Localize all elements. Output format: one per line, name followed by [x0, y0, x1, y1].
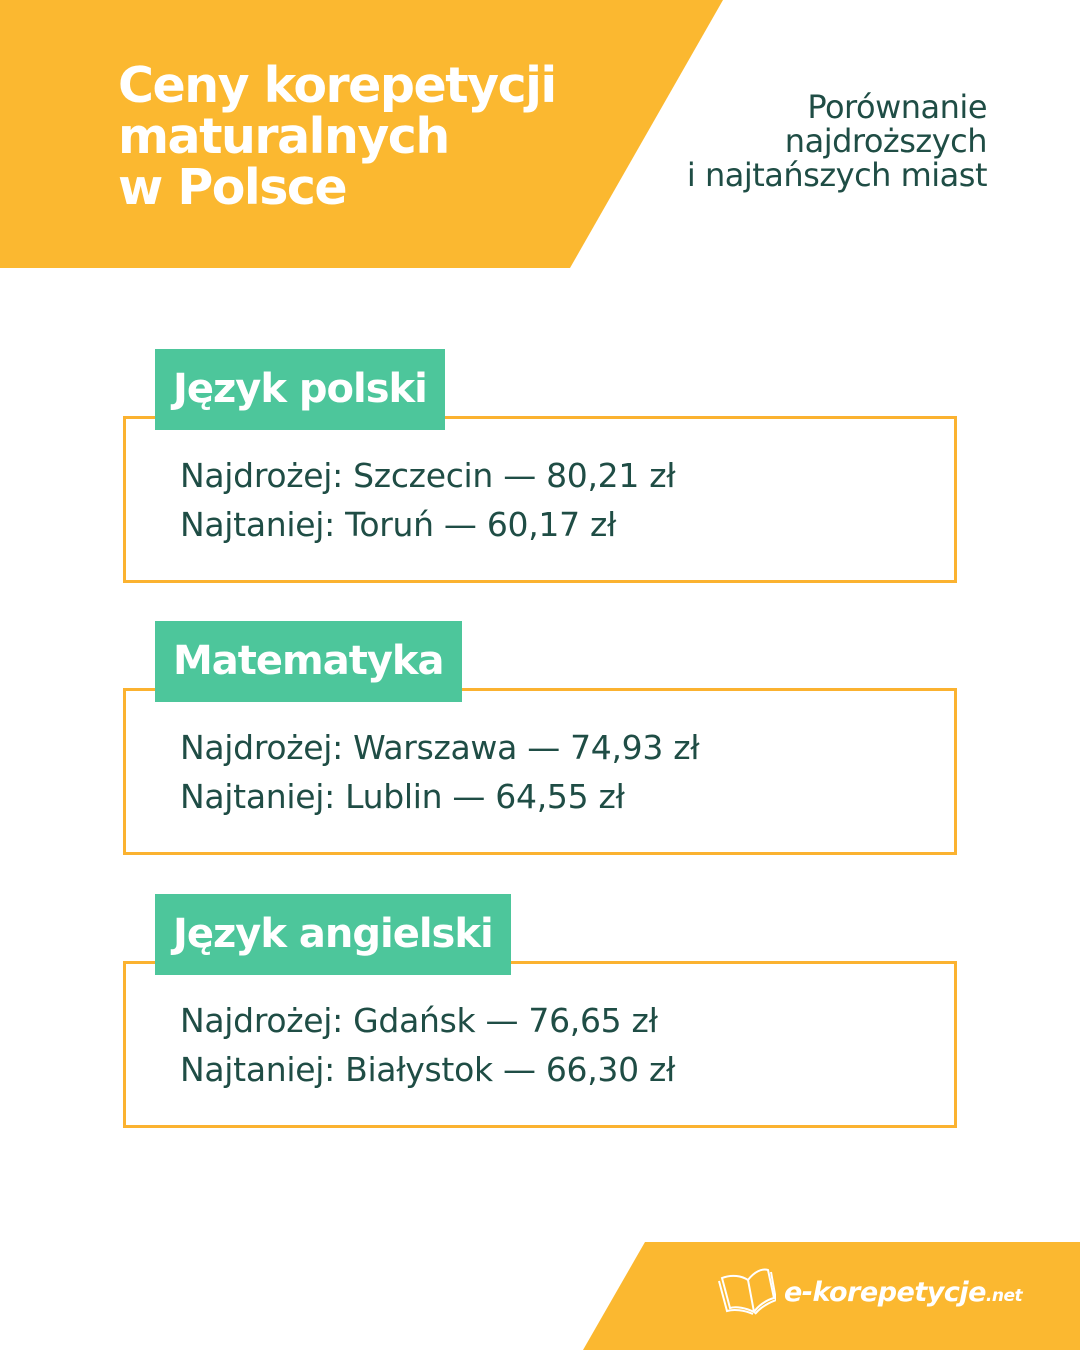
title-line: w Polsce [118, 159, 348, 216]
logo-text: e-korepetycje.net [784, 1276, 1023, 1308]
logo: e-korepetycje.net [718, 1268, 1023, 1316]
most-expensive: Najdrożej: Szczecin — 80,21 zł [180, 456, 676, 495]
page-title: Ceny korepetycji maturalnych w Polsce [118, 57, 557, 216]
section-tab-english: Język angielski [155, 894, 511, 975]
footer-banner [583, 1242, 1080, 1350]
open-book-icon [718, 1268, 776, 1315]
subtitle-line: najdroższych [784, 122, 988, 160]
section-tab-math: Matematyka [155, 621, 462, 702]
title-line: maturalnych [118, 108, 450, 165]
cheapest: Najtaniej: Białystok — 66,30 zł [180, 1050, 676, 1089]
subtitle: Porównanie najdroższych i najtańszych mi… [686, 88, 988, 194]
most-expensive: Najdrożej: Gdańsk — 76,65 zł [180, 1001, 658, 1040]
section-box-english: Najdrożej: Gdańsk — 76,65 zł Najtaniej: … [123, 961, 957, 1128]
cheapest: Najtaniej: Toruń — 60,17 zł [180, 505, 617, 544]
most-expensive: Najdrożej: Warszawa — 74,93 zł [180, 728, 700, 767]
subtitle-line: Porównanie [807, 88, 987, 126]
section-box-math: Najdrożej: Warszawa — 74,93 zł Najtaniej… [123, 688, 957, 855]
cheapest: Najtaniej: Lublin — 64,55 zł [180, 777, 625, 816]
subtitle-line: i najtańszych miast [686, 156, 988, 194]
section-box-polish: Najdrożej: Szczecin — 80,21 zł Najtaniej… [123, 416, 957, 583]
title-line: Ceny korepetycji [118, 57, 557, 114]
header-banner [0, 0, 723, 268]
section-tab-polish: Język polski [155, 349, 445, 430]
